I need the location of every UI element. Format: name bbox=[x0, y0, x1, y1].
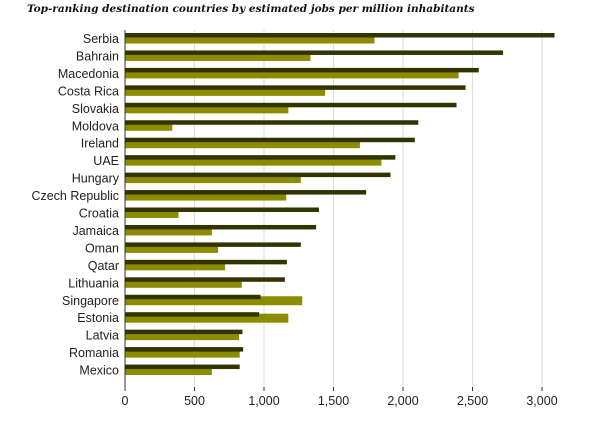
bar-series-1 bbox=[125, 329, 243, 335]
bar-series-2 bbox=[125, 174, 301, 184]
bar-series-1 bbox=[125, 207, 319, 212]
x-tick-label: 2,000 bbox=[387, 394, 418, 408]
category-label: UAE bbox=[93, 154, 119, 168]
bar-series-2 bbox=[125, 331, 239, 341]
bar-series-1 bbox=[125, 190, 367, 195]
bar-series-2 bbox=[125, 121, 173, 131]
chart-title: Top-ranking destination countries by est… bbox=[27, 3, 475, 15]
bar-series-1 bbox=[125, 312, 260, 317]
x-axis-ticks: 0 500 1,000 1,500 2,000 2,500 3,000 bbox=[122, 387, 558, 408]
bar-series-2 bbox=[125, 313, 289, 323]
category-label: Mexico bbox=[79, 364, 119, 378]
category-label: Ireland bbox=[81, 137, 119, 151]
bar-series-1 bbox=[125, 33, 555, 38]
category-label: Serbia bbox=[83, 32, 119, 46]
bar-series-1 bbox=[125, 50, 504, 55]
bar-series-1 bbox=[125, 172, 391, 178]
category-label: Qatar bbox=[88, 259, 119, 273]
bar-series-1 bbox=[125, 102, 457, 108]
bar-series-1 bbox=[125, 242, 301, 247]
bar-series-2 bbox=[125, 226, 212, 236]
bar-series-2 bbox=[125, 296, 303, 306]
category-label: Lithuania bbox=[68, 276, 119, 290]
bar-series-2 bbox=[125, 139, 360, 149]
x-tick-label: 2,500 bbox=[457, 394, 488, 408]
bar-series-1 bbox=[125, 294, 261, 300]
category-label: Czech Republic bbox=[31, 189, 119, 203]
category-label: Slovakia bbox=[72, 102, 119, 116]
x-tick-label: 1,500 bbox=[318, 394, 349, 408]
bar-series-1 bbox=[125, 364, 240, 370]
bar-series-2 bbox=[125, 278, 242, 288]
bar-series-2 bbox=[125, 366, 212, 376]
category-label: Macedonia bbox=[58, 67, 119, 81]
category-label: Bahrain bbox=[76, 49, 119, 63]
category-labels: Serbia Bahrain Macedonia Costa Rica Slovakia… bbox=[31, 32, 119, 378]
bar-series-1 bbox=[125, 137, 415, 143]
bar-series-2 bbox=[125, 69, 459, 79]
bar-series-1 bbox=[125, 259, 287, 265]
category-label: Latvia bbox=[86, 329, 119, 343]
x-tick-label: 1,000 bbox=[248, 394, 279, 408]
category-label: Singapore bbox=[62, 294, 119, 308]
x-tick-label: 3,000 bbox=[526, 394, 557, 408]
x-tick-label: 0 bbox=[122, 394, 129, 408]
bar-series-2 bbox=[125, 86, 326, 96]
bar-series-2 bbox=[125, 34, 375, 44]
bar-series-1 bbox=[125, 67, 479, 73]
bar-series-2 bbox=[125, 191, 287, 201]
x-tick-label: 500 bbox=[184, 394, 205, 408]
category-label: Jamaica bbox=[72, 224, 119, 238]
bar-series-1 bbox=[125, 277, 285, 282]
bar-series-1 bbox=[125, 347, 244, 352]
bars bbox=[125, 33, 555, 376]
category-label: Croatia bbox=[79, 207, 119, 221]
category-label: Oman bbox=[85, 241, 119, 255]
category-label: Hungary bbox=[72, 172, 120, 186]
category-label: Estonia bbox=[77, 311, 119, 325]
bar-series-2 bbox=[125, 261, 226, 271]
bar-series-1 bbox=[125, 224, 317, 230]
category-label: Romania bbox=[69, 346, 119, 360]
bar-series-2 bbox=[125, 243, 219, 253]
bar-series-2 bbox=[125, 51, 311, 61]
bar-series-1 bbox=[125, 120, 419, 125]
bar-series-2 bbox=[125, 348, 240, 358]
bar-series-1 bbox=[125, 85, 466, 90]
category-label: Moldova bbox=[72, 119, 119, 133]
bar-series-2 bbox=[125, 156, 382, 166]
category-label: Costa Rica bbox=[58, 84, 119, 98]
bar-series-2 bbox=[125, 104, 289, 114]
bar-series-2 bbox=[125, 209, 179, 218]
bar-series-1 bbox=[125, 155, 396, 160]
